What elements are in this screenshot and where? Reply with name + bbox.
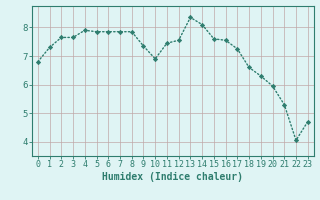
X-axis label: Humidex (Indice chaleur): Humidex (Indice chaleur) <box>102 172 243 182</box>
